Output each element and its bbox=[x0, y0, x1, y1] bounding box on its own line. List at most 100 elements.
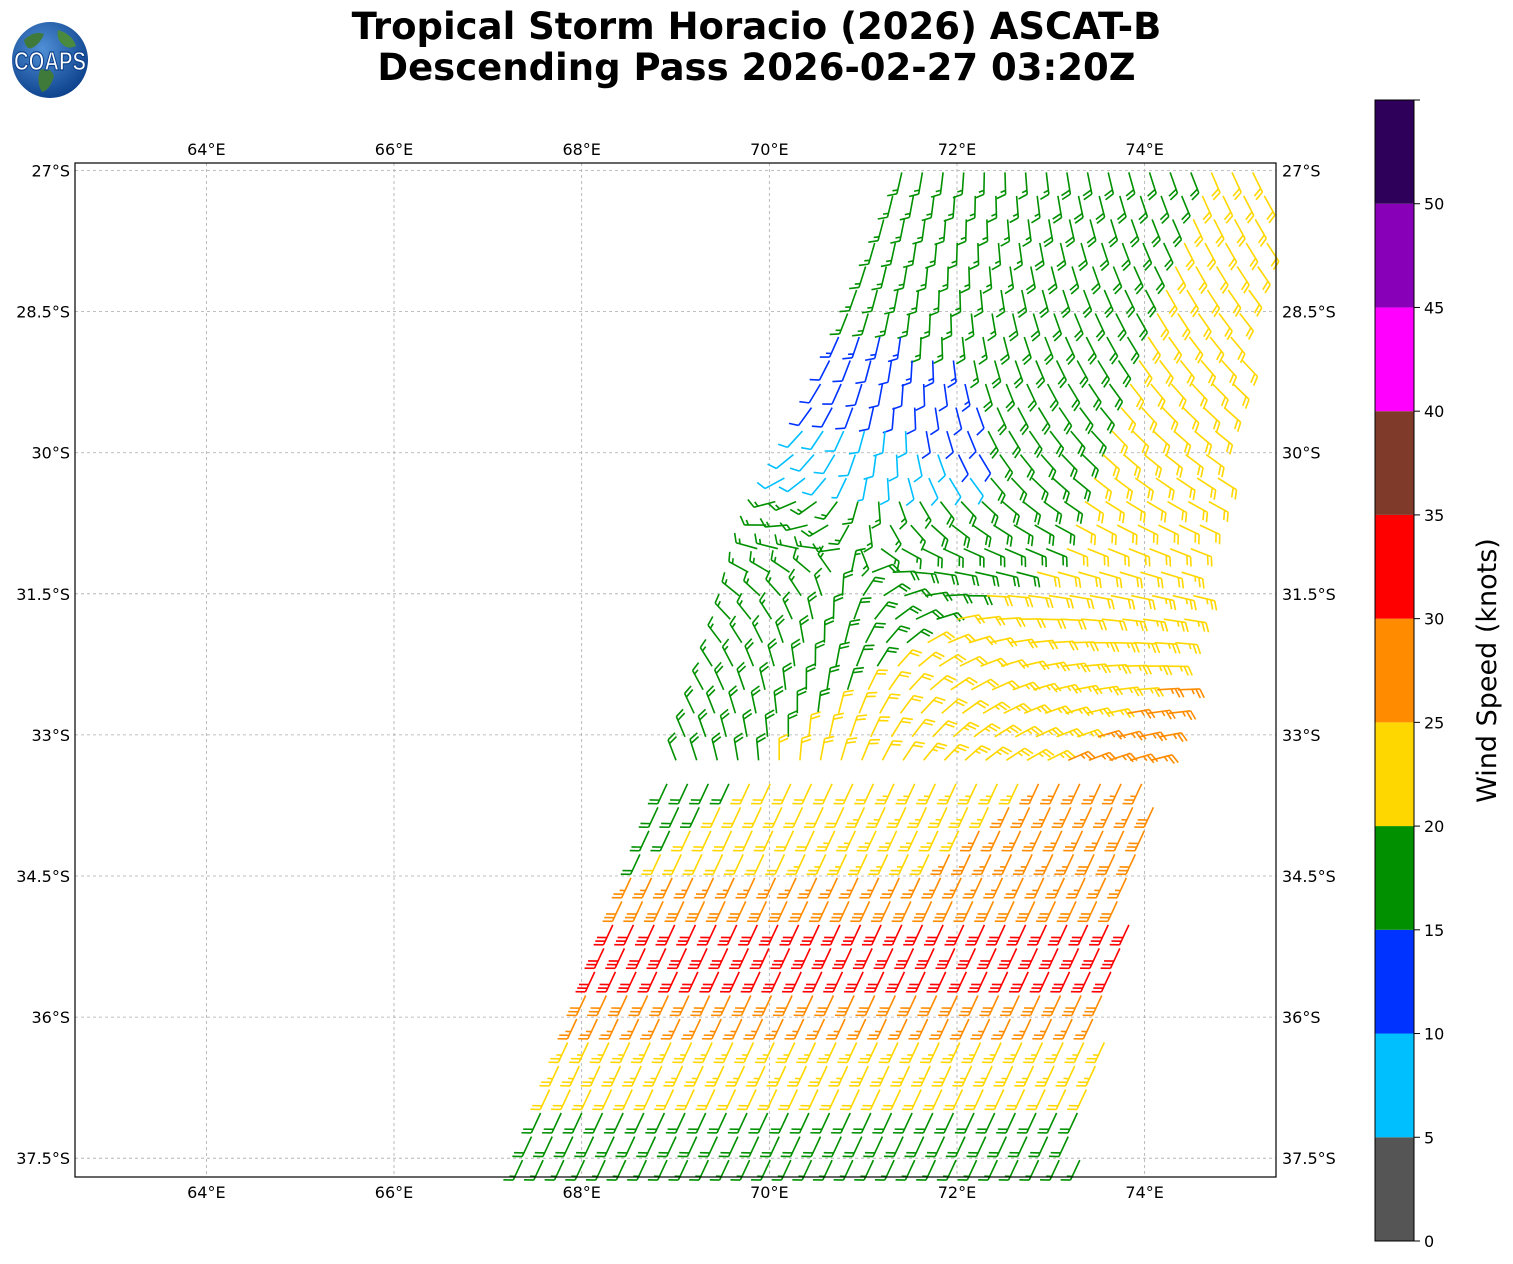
wind-barb bbox=[1043, 336, 1054, 366]
wind-barb bbox=[1046, 383, 1059, 412]
wind-barb bbox=[1066, 547, 1089, 567]
wind-barb bbox=[861, 289, 879, 314]
wind-barb bbox=[1164, 453, 1184, 478]
wind-barb bbox=[1153, 266, 1166, 295]
wind-barb bbox=[1067, 383, 1081, 412]
wind-barb bbox=[1230, 336, 1246, 364]
wind-barb bbox=[912, 219, 926, 245]
wind-barb bbox=[908, 172, 924, 198]
colorbar-tick-label: 35 bbox=[1424, 506, 1444, 525]
wind-barb bbox=[850, 547, 866, 573]
wind-barb bbox=[838, 454, 857, 478]
wind-barb bbox=[936, 611, 965, 622]
wind-barb bbox=[1073, 195, 1084, 224]
wind-barb bbox=[1232, 383, 1250, 409]
wind-barb bbox=[842, 501, 859, 525]
wind-barb bbox=[1132, 430, 1150, 456]
wind-barb bbox=[999, 336, 1010, 366]
wind-barb bbox=[813, 454, 836, 475]
wind-barb bbox=[1187, 500, 1209, 523]
wind-barb bbox=[1208, 500, 1229, 523]
wind-barb bbox=[801, 430, 824, 451]
wind-barb bbox=[973, 289, 984, 318]
wind-barb bbox=[1104, 172, 1115, 201]
wind-barb bbox=[1146, 500, 1167, 523]
wind-barb bbox=[1008, 430, 1021, 459]
wind-barb bbox=[873, 431, 886, 457]
wind-barb bbox=[1160, 571, 1185, 589]
colorbar-segment bbox=[1375, 722, 1414, 827]
wind-barb bbox=[1102, 454, 1121, 479]
wind-barb bbox=[1108, 219, 1119, 248]
wind-barb bbox=[1196, 477, 1217, 500]
wind-barb bbox=[1115, 313, 1127, 342]
wind-barb bbox=[1034, 242, 1045, 271]
wind-barb bbox=[817, 545, 832, 573]
wind-barb bbox=[779, 522, 808, 532]
wind-barb bbox=[1162, 242, 1174, 271]
wind-barb bbox=[884, 289, 899, 315]
wind-barb bbox=[1089, 594, 1115, 610]
wind-barb bbox=[733, 532, 758, 550]
wind-barb bbox=[714, 593, 731, 620]
wind-barb bbox=[788, 568, 802, 597]
wind-barb bbox=[788, 407, 813, 427]
wind-barb bbox=[951, 289, 962, 317]
wind-barb bbox=[977, 615, 1006, 626]
wind-barb bbox=[1099, 407, 1116, 434]
wind-barb bbox=[1236, 266, 1250, 294]
wind-barb bbox=[999, 454, 1014, 482]
wind-barb bbox=[1133, 266, 1144, 295]
wind-barb bbox=[874, 313, 890, 338]
wind-barb bbox=[1131, 594, 1156, 611]
wind-barb bbox=[1143, 453, 1163, 479]
wind-barb bbox=[1043, 219, 1054, 248]
wind-barb bbox=[1168, 336, 1183, 364]
wind-barb bbox=[768, 500, 797, 512]
wind-barb bbox=[1182, 407, 1200, 433]
wind-barb bbox=[848, 430, 866, 455]
wind-barb bbox=[974, 172, 986, 199]
wind-barb bbox=[1110, 594, 1136, 610]
wind-barb bbox=[789, 500, 818, 516]
wind-barb bbox=[1151, 594, 1177, 611]
wind-barb bbox=[1099, 242, 1110, 272]
wind-barb bbox=[1005, 383, 1016, 413]
map-title: Tropical Storm Horacio (2026) ASCAT-B De… bbox=[100, 6, 1413, 88]
wind-barb bbox=[877, 195, 894, 220]
wind-barb bbox=[1013, 524, 1034, 547]
wind-barb bbox=[1052, 477, 1070, 503]
wind-barb bbox=[832, 592, 844, 620]
wind-barb bbox=[871, 266, 888, 291]
colorbar-segment bbox=[1375, 826, 1414, 930]
wind-barb bbox=[1192, 219, 1204, 248]
wind-barb bbox=[862, 576, 886, 597]
wind-barb bbox=[978, 219, 989, 247]
wind-barb bbox=[1129, 383, 1145, 411]
wind-barb bbox=[1134, 477, 1154, 501]
wind-barb bbox=[1061, 172, 1072, 201]
wind-barb bbox=[1158, 524, 1180, 545]
wind-barb bbox=[1072, 477, 1092, 502]
wind-barb bbox=[1128, 547, 1151, 567]
wind-barb bbox=[1124, 289, 1136, 318]
wind-barb bbox=[1119, 571, 1143, 589]
wind-barb bbox=[799, 383, 822, 404]
wind-barb bbox=[831, 477, 848, 499]
wind-barb bbox=[1222, 195, 1234, 224]
wind-barb bbox=[978, 454, 992, 482]
wind-barb bbox=[1125, 500, 1146, 523]
wind-barb bbox=[1043, 500, 1063, 525]
wind-barb bbox=[995, 571, 1020, 588]
wind-barb bbox=[801, 477, 827, 496]
wind-barb bbox=[1077, 242, 1088, 272]
wind-barb bbox=[807, 591, 818, 620]
wind-barb bbox=[1197, 313, 1212, 341]
wind-barb bbox=[1114, 477, 1134, 502]
wind-barb bbox=[857, 477, 868, 502]
wind-barb bbox=[902, 242, 917, 269]
wind-barb bbox=[1180, 195, 1191, 224]
wind-barb bbox=[1167, 500, 1188, 523]
wind-barb bbox=[1022, 500, 1042, 525]
